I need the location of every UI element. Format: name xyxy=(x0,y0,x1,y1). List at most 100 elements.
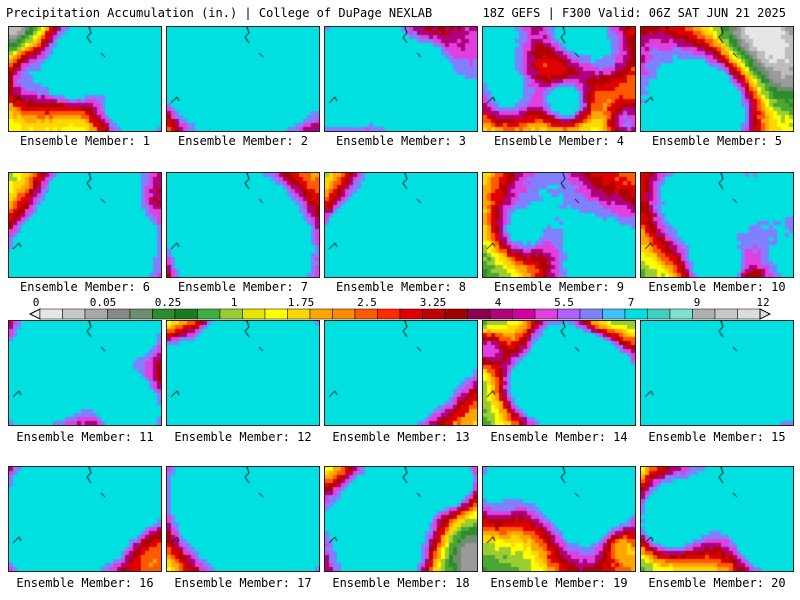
precip-field xyxy=(167,467,319,571)
run-info: 18Z GEFS | F300 Valid: 06Z SAT JUN 21 20… xyxy=(482,6,786,20)
member-label: Ensemble Member: 13 xyxy=(332,430,470,444)
member-label: Ensemble Member: 19 xyxy=(490,576,628,590)
precip-field xyxy=(167,173,319,277)
colorbar-min-arrow xyxy=(28,308,41,320)
colorbar-max-arrow xyxy=(759,308,772,320)
colorbar-swatch xyxy=(602,308,626,320)
member-label: Ensemble Member: 4 xyxy=(493,134,625,148)
ensemble-member-map xyxy=(324,26,478,132)
precip-field xyxy=(483,321,635,425)
header: Precipitation Accumulation (in.) | Colle… xyxy=(0,0,800,24)
colorbar-swatch xyxy=(399,308,423,320)
colorbar-swatch xyxy=(242,308,266,320)
precip-field xyxy=(9,467,161,571)
member-label: Ensemble Member: 7 xyxy=(177,280,309,294)
colorbar-tick-label: 3.25 xyxy=(419,296,447,309)
member-label: Ensemble Member: 11 xyxy=(16,430,154,444)
colorbar-swatch xyxy=(197,308,221,320)
member-label: Ensemble Member: 9 xyxy=(493,280,625,294)
colorbar-swatch xyxy=(579,308,603,320)
colorbar-swatch xyxy=(309,308,333,320)
colorbar-tick-label: 1 xyxy=(230,296,238,309)
member-label: Ensemble Member: 6 xyxy=(19,280,151,294)
colorbar-tick-label: 0.05 xyxy=(89,296,117,309)
ensemble-member-map xyxy=(324,172,478,278)
colorbar-swatch xyxy=(377,308,401,320)
member-label: Ensemble Member: 5 xyxy=(651,134,783,148)
colorbar-swatch xyxy=(84,308,108,320)
precip-field xyxy=(641,27,793,131)
colorbar-swatch xyxy=(534,308,558,320)
precip-field xyxy=(325,467,477,571)
precip-field xyxy=(641,467,793,571)
colorbar-swatch xyxy=(467,308,491,320)
precip-field xyxy=(483,467,635,571)
colorbar-scale xyxy=(28,308,772,320)
colorbar-tick-label: 7 xyxy=(627,296,635,309)
colorbar-tick-label: 0.25 xyxy=(154,296,182,309)
precip-field xyxy=(9,321,161,425)
colorbar-swatch xyxy=(39,308,63,320)
precip-field xyxy=(483,27,635,131)
colorbar-swatch xyxy=(354,308,378,320)
map-title: Precipitation Accumulation (in.) | Colle… xyxy=(6,6,433,20)
ensemble-member-map xyxy=(8,320,162,426)
ensemble-member-map xyxy=(482,26,636,132)
member-label: Ensemble Member: 8 xyxy=(335,280,467,294)
member-label: Ensemble Member: 18 xyxy=(332,576,470,590)
member-label: Ensemble Member: 12 xyxy=(174,430,312,444)
member-label: Ensemble Member: 15 xyxy=(648,430,786,444)
colorbar: 0 0.05 0.25 1 1.75 2.5 3.25 4 5.5 7 9 12 xyxy=(0,296,800,322)
precip-field xyxy=(325,321,477,425)
colorbar-tick-label: 4 xyxy=(494,296,502,309)
colorbar-swatch xyxy=(422,308,446,320)
precip-field xyxy=(641,173,793,277)
member-label: Ensemble Member: 20 xyxy=(648,576,786,590)
colorbar-tick-label: 2.5 xyxy=(357,296,377,309)
colorbar-swatch xyxy=(287,308,311,320)
ensemble-member-map xyxy=(8,26,162,132)
colorbar-swatch xyxy=(264,308,288,320)
precip-field xyxy=(9,173,161,277)
precip-field xyxy=(167,321,319,425)
member-label: Ensemble Member: 2 xyxy=(177,134,309,148)
precip-field xyxy=(641,321,793,425)
colorbar-swatch xyxy=(332,308,356,320)
member-label: Ensemble Member: 1 xyxy=(19,134,151,148)
ensemble-member-map xyxy=(166,172,320,278)
ensemble-member-map xyxy=(482,466,636,572)
member-label: Ensemble Member: 17 xyxy=(174,576,312,590)
colorbar-swatch xyxy=(624,308,648,320)
colorbar-swatch xyxy=(647,308,671,320)
colorbar-swatch xyxy=(152,308,176,320)
ensemble-member-map xyxy=(640,466,794,572)
precip-field xyxy=(167,27,319,131)
member-label: Ensemble Member: 10 xyxy=(648,280,786,294)
ensemble-member-map xyxy=(166,26,320,132)
member-label: Ensemble Member: 16 xyxy=(16,576,154,590)
precip-field xyxy=(483,173,635,277)
colorbar-swatch xyxy=(62,308,86,320)
colorbar-tick-label: 12 xyxy=(756,296,770,309)
precip-field xyxy=(325,173,477,277)
colorbar-tick-label: 9 xyxy=(693,296,701,309)
precip-field xyxy=(9,27,161,131)
ensemble-member-map xyxy=(640,172,794,278)
ensemble-member-map xyxy=(166,320,320,426)
ensemble-member-map xyxy=(640,26,794,132)
colorbar-tick-label: 0 xyxy=(32,296,40,309)
ensemble-member-map xyxy=(8,466,162,572)
colorbar-swatch xyxy=(692,308,716,320)
member-label: Ensemble Member: 3 xyxy=(335,134,467,148)
colorbar-swatch xyxy=(737,308,761,320)
ensemble-member-map xyxy=(8,172,162,278)
colorbar-swatch xyxy=(174,308,198,320)
ensemble-member-map xyxy=(640,320,794,426)
ensemble-member-map xyxy=(482,320,636,426)
colorbar-swatch xyxy=(489,308,513,320)
member-label: Ensemble Member: 14 xyxy=(490,430,628,444)
colorbar-swatch xyxy=(107,308,131,320)
colorbar-swatch xyxy=(444,308,468,320)
colorbar-swatch xyxy=(129,308,153,320)
colorbar-tick-label: 1.75 xyxy=(287,296,315,309)
